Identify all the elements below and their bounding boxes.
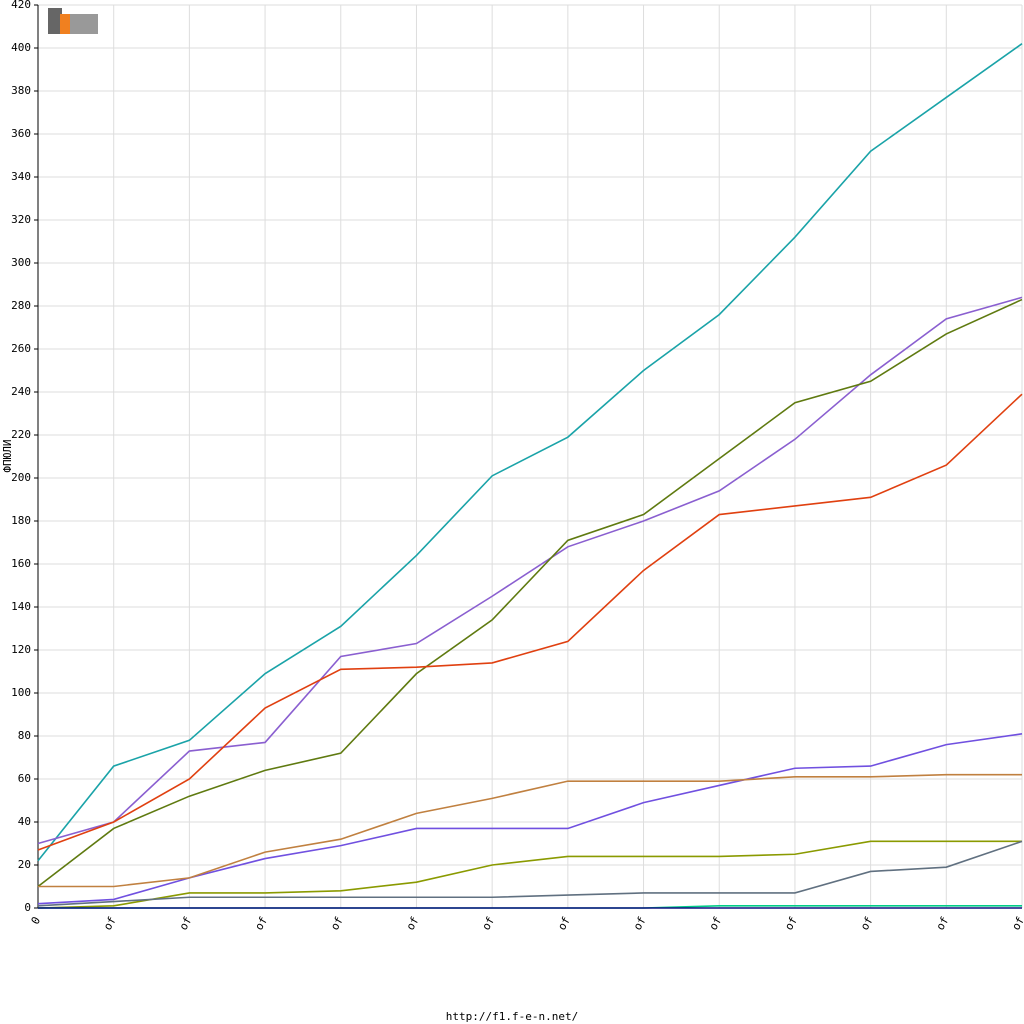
y-tick-label: 200 <box>11 471 31 484</box>
x-tick-label: of <box>707 915 725 933</box>
y-tick-label: 140 <box>11 600 31 613</box>
y-tick-label: 340 <box>11 170 31 183</box>
line-series <box>37 840 1022 909</box>
y-tick-label: 60 <box>18 772 31 785</box>
y-tick-label: 180 <box>11 514 31 527</box>
footer: http://f1.f-e-n.net/ <box>446 1010 578 1023</box>
x-tick-label: 0 <box>29 915 44 927</box>
x-tick-label: of <box>934 915 952 933</box>
y-tick-label: 380 <box>11 84 31 97</box>
y-tick-label: 80 <box>18 729 31 742</box>
x-tick-label: of <box>631 915 649 933</box>
y-tick-label: 0 <box>24 901 31 914</box>
y-tick-label: 20 <box>18 858 31 871</box>
y-tick-label: 240 <box>11 385 31 398</box>
x-tick-label: of <box>555 915 573 933</box>
y-tick-label: 40 <box>18 815 31 828</box>
x-tick-label: of <box>1009 915 1024 933</box>
y-tick-label: 420 <box>11 0 31 11</box>
line-series <box>37 298 1023 888</box>
y-tick-label: 320 <box>11 213 31 226</box>
x-tick-label: of <box>252 915 270 933</box>
y-tick-label: 280 <box>11 299 31 312</box>
line-series <box>37 840 1023 907</box>
y-tick-label: 160 <box>11 557 31 570</box>
y-tick-label: 360 <box>11 127 31 140</box>
y-tick-label: 100 <box>11 686 31 699</box>
x-tick-label: of <box>479 915 497 933</box>
x-tick-label: of <box>328 915 346 933</box>
x-tick-label: of <box>782 915 800 933</box>
line-series <box>38 773 1022 888</box>
y-tick-label: 120 <box>11 643 31 656</box>
x-tick-label: of <box>858 915 876 933</box>
x-tick-label: of <box>101 915 119 933</box>
line-series <box>37 733 1023 905</box>
y-axis-label: ФПЮЛИ <box>1 439 14 472</box>
y-tick-label: 260 <box>11 342 31 355</box>
y-tick-label: 400 <box>11 41 31 54</box>
line-series <box>37 43 1023 862</box>
y-tick-label: 220 <box>11 428 31 441</box>
line-series <box>37 393 1023 851</box>
x-tick-label: of <box>177 915 195 933</box>
y-tick-label: 300 <box>11 256 31 269</box>
x-tick-label: of <box>404 915 422 933</box>
logo <box>48 8 98 34</box>
